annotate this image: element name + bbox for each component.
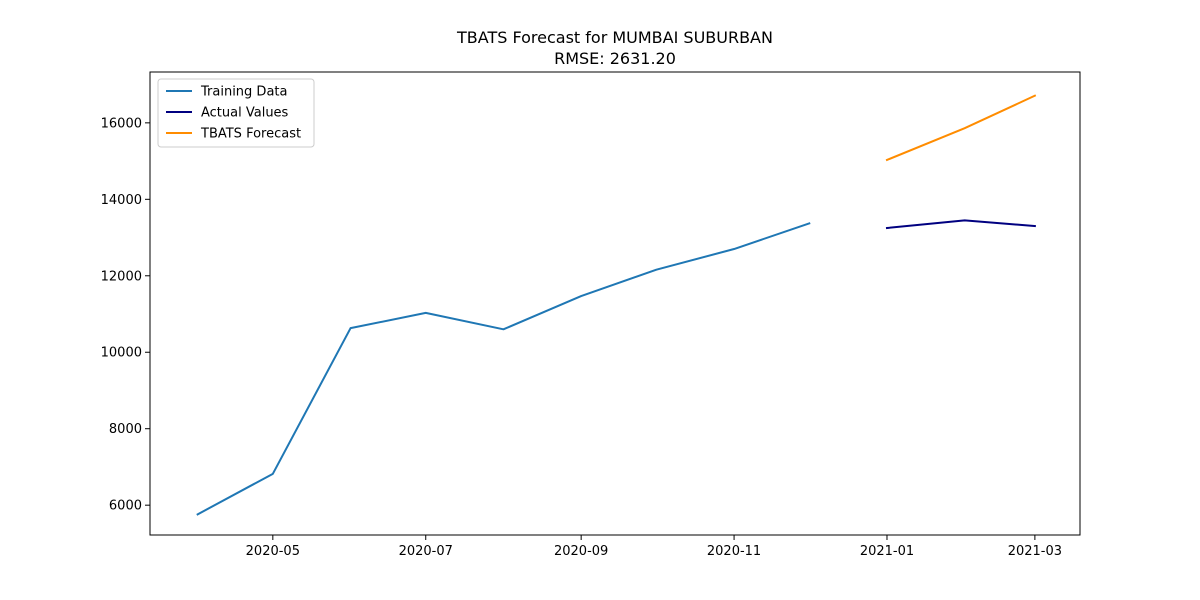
series-line-tbats-forecast [885, 94, 1037, 162]
x-tick-label: 2020-07 [399, 544, 453, 559]
legend-label-tbats-forecast: TBATS Forecast [200, 127, 301, 142]
x-tick-label: 2020-11 [707, 544, 761, 559]
x-tick-label: 2020-09 [554, 544, 608, 559]
legend-label-training-data: Training Data [200, 85, 287, 100]
y-tick-label: 10000 [101, 346, 142, 361]
y-tick-label: 6000 [109, 499, 142, 514]
chart-title: TBATS Forecast for MUMBAI SUBURBAN [456, 28, 773, 47]
x-tick-label: 2020-05 [246, 544, 300, 559]
series-layer [196, 94, 1037, 516]
y-tick-label: 14000 [101, 193, 142, 208]
y-tick-label: 12000 [101, 269, 142, 284]
x-axis-ticks: 2020-05 2020-07 2020-09 2020-11 2021-01 2021-… [246, 535, 1062, 559]
legend-box [157, 78, 315, 148]
legend-label-actual-values: Actual Values [201, 106, 289, 121]
plot-frame [149, 71, 1081, 536]
chart-subtitle: RMSE: 2631.20 [554, 49, 676, 68]
y-tick-label: 8000 [109, 422, 142, 437]
series-line-actual-values [885, 219, 1036, 230]
y-axis-ticks: 6000 8000 10000 12000 14000 16000 [101, 116, 150, 514]
x-tick-label: 2021-01 [860, 544, 914, 559]
y-tick-label: 16000 [101, 116, 142, 131]
legend: Training Data Actual Values TBATS Forecast [157, 78, 315, 148]
series-line-training-data [196, 222, 811, 516]
x-tick-label: 2021-03 [1008, 544, 1062, 559]
